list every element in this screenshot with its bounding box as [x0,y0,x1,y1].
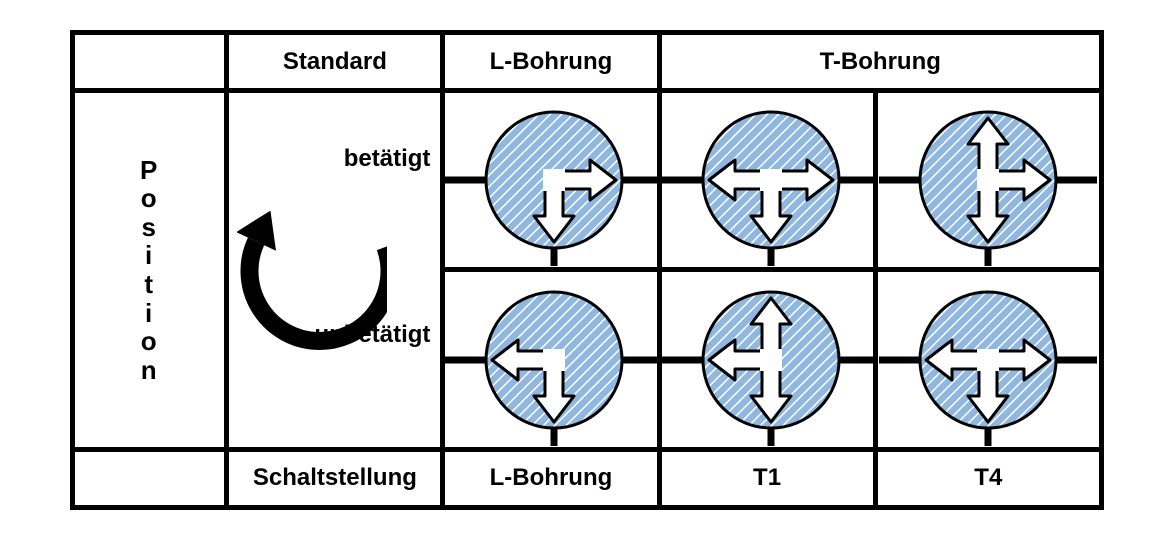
footer-t1: T1 [659,449,875,507]
label-actuated: betätigt [344,145,431,173]
header-standard: Standard [227,33,443,91]
footer-empty [73,449,227,507]
label-unactuated: unbetätigt [314,321,430,349]
ball-L-actuated [443,91,659,270]
position-vertical-label: Position [75,156,224,385]
header-t-bohrung: T-Bohrung [659,33,1102,91]
standard-cell: betätigt unbetätigt [227,91,443,449]
footer-t4: T4 [875,449,1101,507]
footer-l-bohrung: L-Bohrung [443,449,659,507]
ball-L-unactuated [443,270,659,449]
header-l-bohrung: L-Bohrung [443,33,659,91]
ball-T4-unactuated [875,270,1101,449]
valve-position-table: Standard L-Bohrung T-Bohrung Position be… [70,30,1104,510]
position-label-cell: Position [73,91,227,449]
ball-T1-actuated [659,91,875,270]
footer-schaltstellung: Schaltstellung [227,449,443,507]
header-empty [73,33,227,91]
ball-T1-unactuated [659,270,875,449]
ball-T4-actuated [875,91,1101,270]
